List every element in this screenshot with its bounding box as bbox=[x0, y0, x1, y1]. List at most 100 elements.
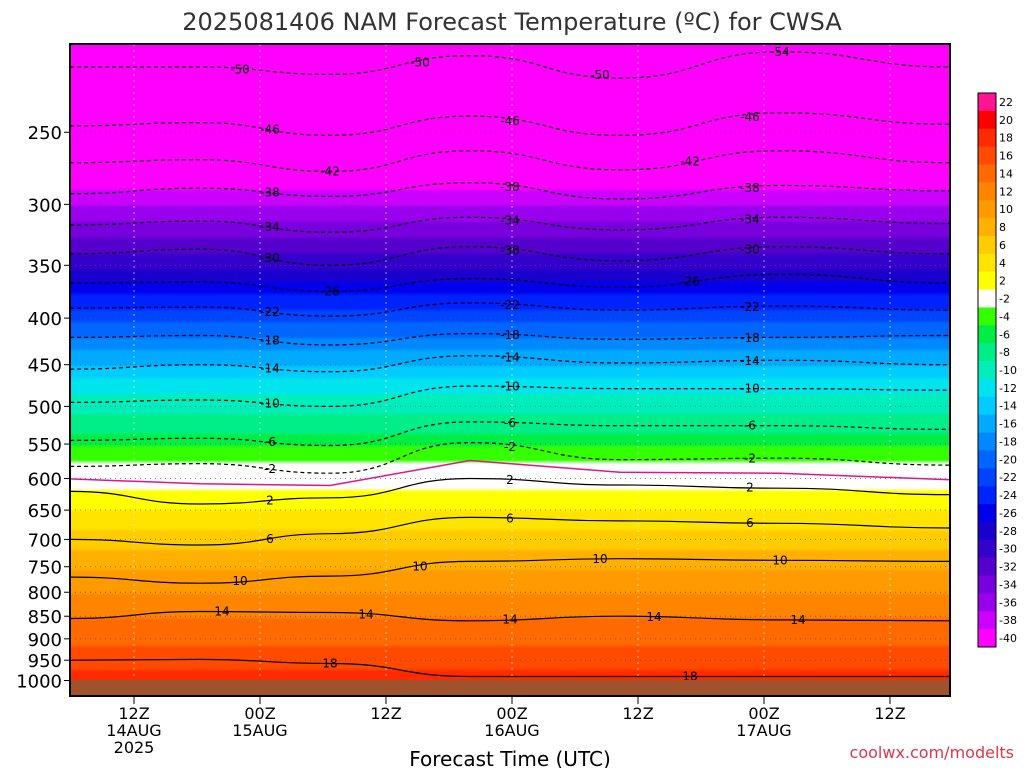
isotherm-label: -34 bbox=[740, 213, 760, 227]
isotherm-label: -14 bbox=[260, 361, 280, 375]
x-tick-label: 12Z bbox=[370, 704, 401, 723]
colorbar-swatch bbox=[978, 307, 996, 326]
ground-layer bbox=[70, 680, 950, 696]
isotherm-label: 10 bbox=[772, 553, 787, 567]
isotherm-line bbox=[70, 610, 950, 622]
isotherm-label: -46 bbox=[260, 123, 280, 137]
colorbar-label: 14 bbox=[999, 167, 1013, 180]
credit-text[interactable]: coolwx.com/modelts bbox=[850, 743, 1014, 762]
colorbar-swatch bbox=[978, 253, 996, 273]
y-tick-label: 850 bbox=[28, 607, 62, 628]
isotherm-label: -14 bbox=[500, 351, 520, 365]
isotherm-label: 10 bbox=[232, 574, 247, 588]
isotherm-label: -10 bbox=[740, 382, 760, 396]
isotherm-line bbox=[70, 332, 950, 346]
isotherm-label: -22 bbox=[260, 305, 280, 319]
colorbar-label: 4 bbox=[999, 257, 1006, 270]
isotherm-label: 6 bbox=[266, 532, 274, 546]
isotherm-label: -38 bbox=[260, 186, 280, 200]
isotherm-label: -42 bbox=[680, 155, 700, 169]
colorbar-swatch bbox=[978, 182, 996, 201]
y-tick-label: 750 bbox=[28, 558, 62, 579]
x-tick-label: 14AUG bbox=[106, 721, 161, 740]
isotherm-line bbox=[70, 658, 950, 678]
colorbar-swatch bbox=[978, 218, 996, 237]
colorbar-swatch bbox=[978, 593, 996, 612]
isotherm-label: -50 bbox=[590, 68, 610, 82]
isotherm-label: -2 bbox=[504, 440, 516, 454]
colorbar-label: -6 bbox=[999, 328, 1010, 341]
isotherm-label: -26 bbox=[320, 285, 340, 299]
colorbar-label: -14 bbox=[999, 400, 1017, 413]
isotherm-label: -30 bbox=[260, 251, 280, 265]
isotherm-line bbox=[70, 385, 950, 408]
y-tick-label: 350 bbox=[28, 256, 62, 277]
colorbar-swatch bbox=[978, 361, 996, 380]
colorbar-label: 22 bbox=[999, 96, 1013, 109]
colorbar-label: -24 bbox=[999, 489, 1017, 502]
isotherm-label: 6 bbox=[746, 516, 754, 530]
isotherm-label: 14 bbox=[502, 613, 517, 627]
isotherm-label: -46 bbox=[740, 110, 760, 124]
isotherm-label: -34 bbox=[260, 220, 280, 234]
isotherm-label: -26 bbox=[680, 275, 700, 289]
colorbar-label: -12 bbox=[999, 382, 1017, 395]
colorbar-label: -38 bbox=[999, 614, 1017, 627]
colorbar-swatch bbox=[978, 557, 996, 576]
colorbar-label: -22 bbox=[999, 471, 1017, 484]
colorbar-label: 20 bbox=[999, 114, 1013, 127]
isotherm-line bbox=[70, 477, 950, 505]
temperature-field bbox=[70, 44, 950, 696]
colorbar-swatch bbox=[978, 289, 996, 308]
x-tick-label: 00Z bbox=[748, 704, 779, 723]
colorbar-swatch bbox=[978, 93, 996, 112]
colorbar-swatch bbox=[978, 235, 996, 255]
colorbar-label: -32 bbox=[999, 561, 1017, 574]
colorbar-frame bbox=[977, 92, 997, 648]
isotherm-label: -6 bbox=[504, 416, 516, 430]
isotherm-label: 2 bbox=[746, 481, 754, 495]
plot-area: -50 -50 -50 -54 -46 -46 -46 -42 -42 -38 -38 -38 -34 -… bbox=[70, 44, 950, 696]
x-tick-label: 2025 bbox=[114, 738, 155, 757]
x-tick-label: 15AUG bbox=[232, 721, 287, 740]
isotherm-label: -22 bbox=[740, 300, 760, 314]
y-tick-label: 950 bbox=[28, 651, 62, 672]
isotherm-label: -50 bbox=[230, 62, 250, 76]
x-tick-label: 17AUG bbox=[736, 721, 791, 740]
isotherm-label: -34 bbox=[500, 214, 520, 228]
isotherm-label: -10 bbox=[260, 396, 280, 410]
isotherm-label: 2 bbox=[266, 494, 274, 508]
colorbar-label: -26 bbox=[999, 507, 1017, 520]
isotherm-line bbox=[70, 516, 950, 546]
colorbar-swatch bbox=[978, 432, 996, 451]
isotherm-label: -30 bbox=[500, 244, 520, 258]
colorbar-label: 2 bbox=[999, 275, 1006, 288]
isotherm-label: 14 bbox=[646, 610, 661, 624]
isotherm-label: -2 bbox=[264, 462, 276, 476]
isotherm-label: -18 bbox=[260, 334, 280, 348]
colorbar-label: 10 bbox=[999, 203, 1013, 216]
isotherm-label: -2 bbox=[744, 451, 756, 465]
x-tick-label: 12Z bbox=[118, 704, 149, 723]
isotherm-line bbox=[70, 558, 950, 584]
colorbar-swatch bbox=[978, 396, 996, 415]
colorbar-label: -36 bbox=[999, 596, 1017, 609]
colorbar-label: -28 bbox=[999, 525, 1017, 538]
isotherm-label: 14 bbox=[214, 605, 229, 619]
colorbar-label: -18 bbox=[999, 435, 1017, 448]
isotherm-label: 6 bbox=[506, 511, 514, 525]
colorbar-swatch bbox=[978, 200, 996, 219]
colorbar-label: -4 bbox=[999, 310, 1010, 323]
isotherm-label: 14 bbox=[790, 613, 805, 627]
colorbar-label: 18 bbox=[999, 132, 1013, 145]
isotherm-label: -18 bbox=[740, 331, 760, 345]
colorbar-swatch bbox=[978, 521, 996, 541]
y-tick-label: 1000 bbox=[16, 671, 62, 692]
x-axis-title: Forecast Time (UTC) bbox=[409, 747, 611, 768]
freezing-line bbox=[70, 459, 950, 487]
x-tick-label: 16AUG bbox=[484, 721, 539, 740]
isotherm-label: -10 bbox=[500, 380, 520, 394]
isotherm-label: 2 bbox=[506, 473, 514, 487]
